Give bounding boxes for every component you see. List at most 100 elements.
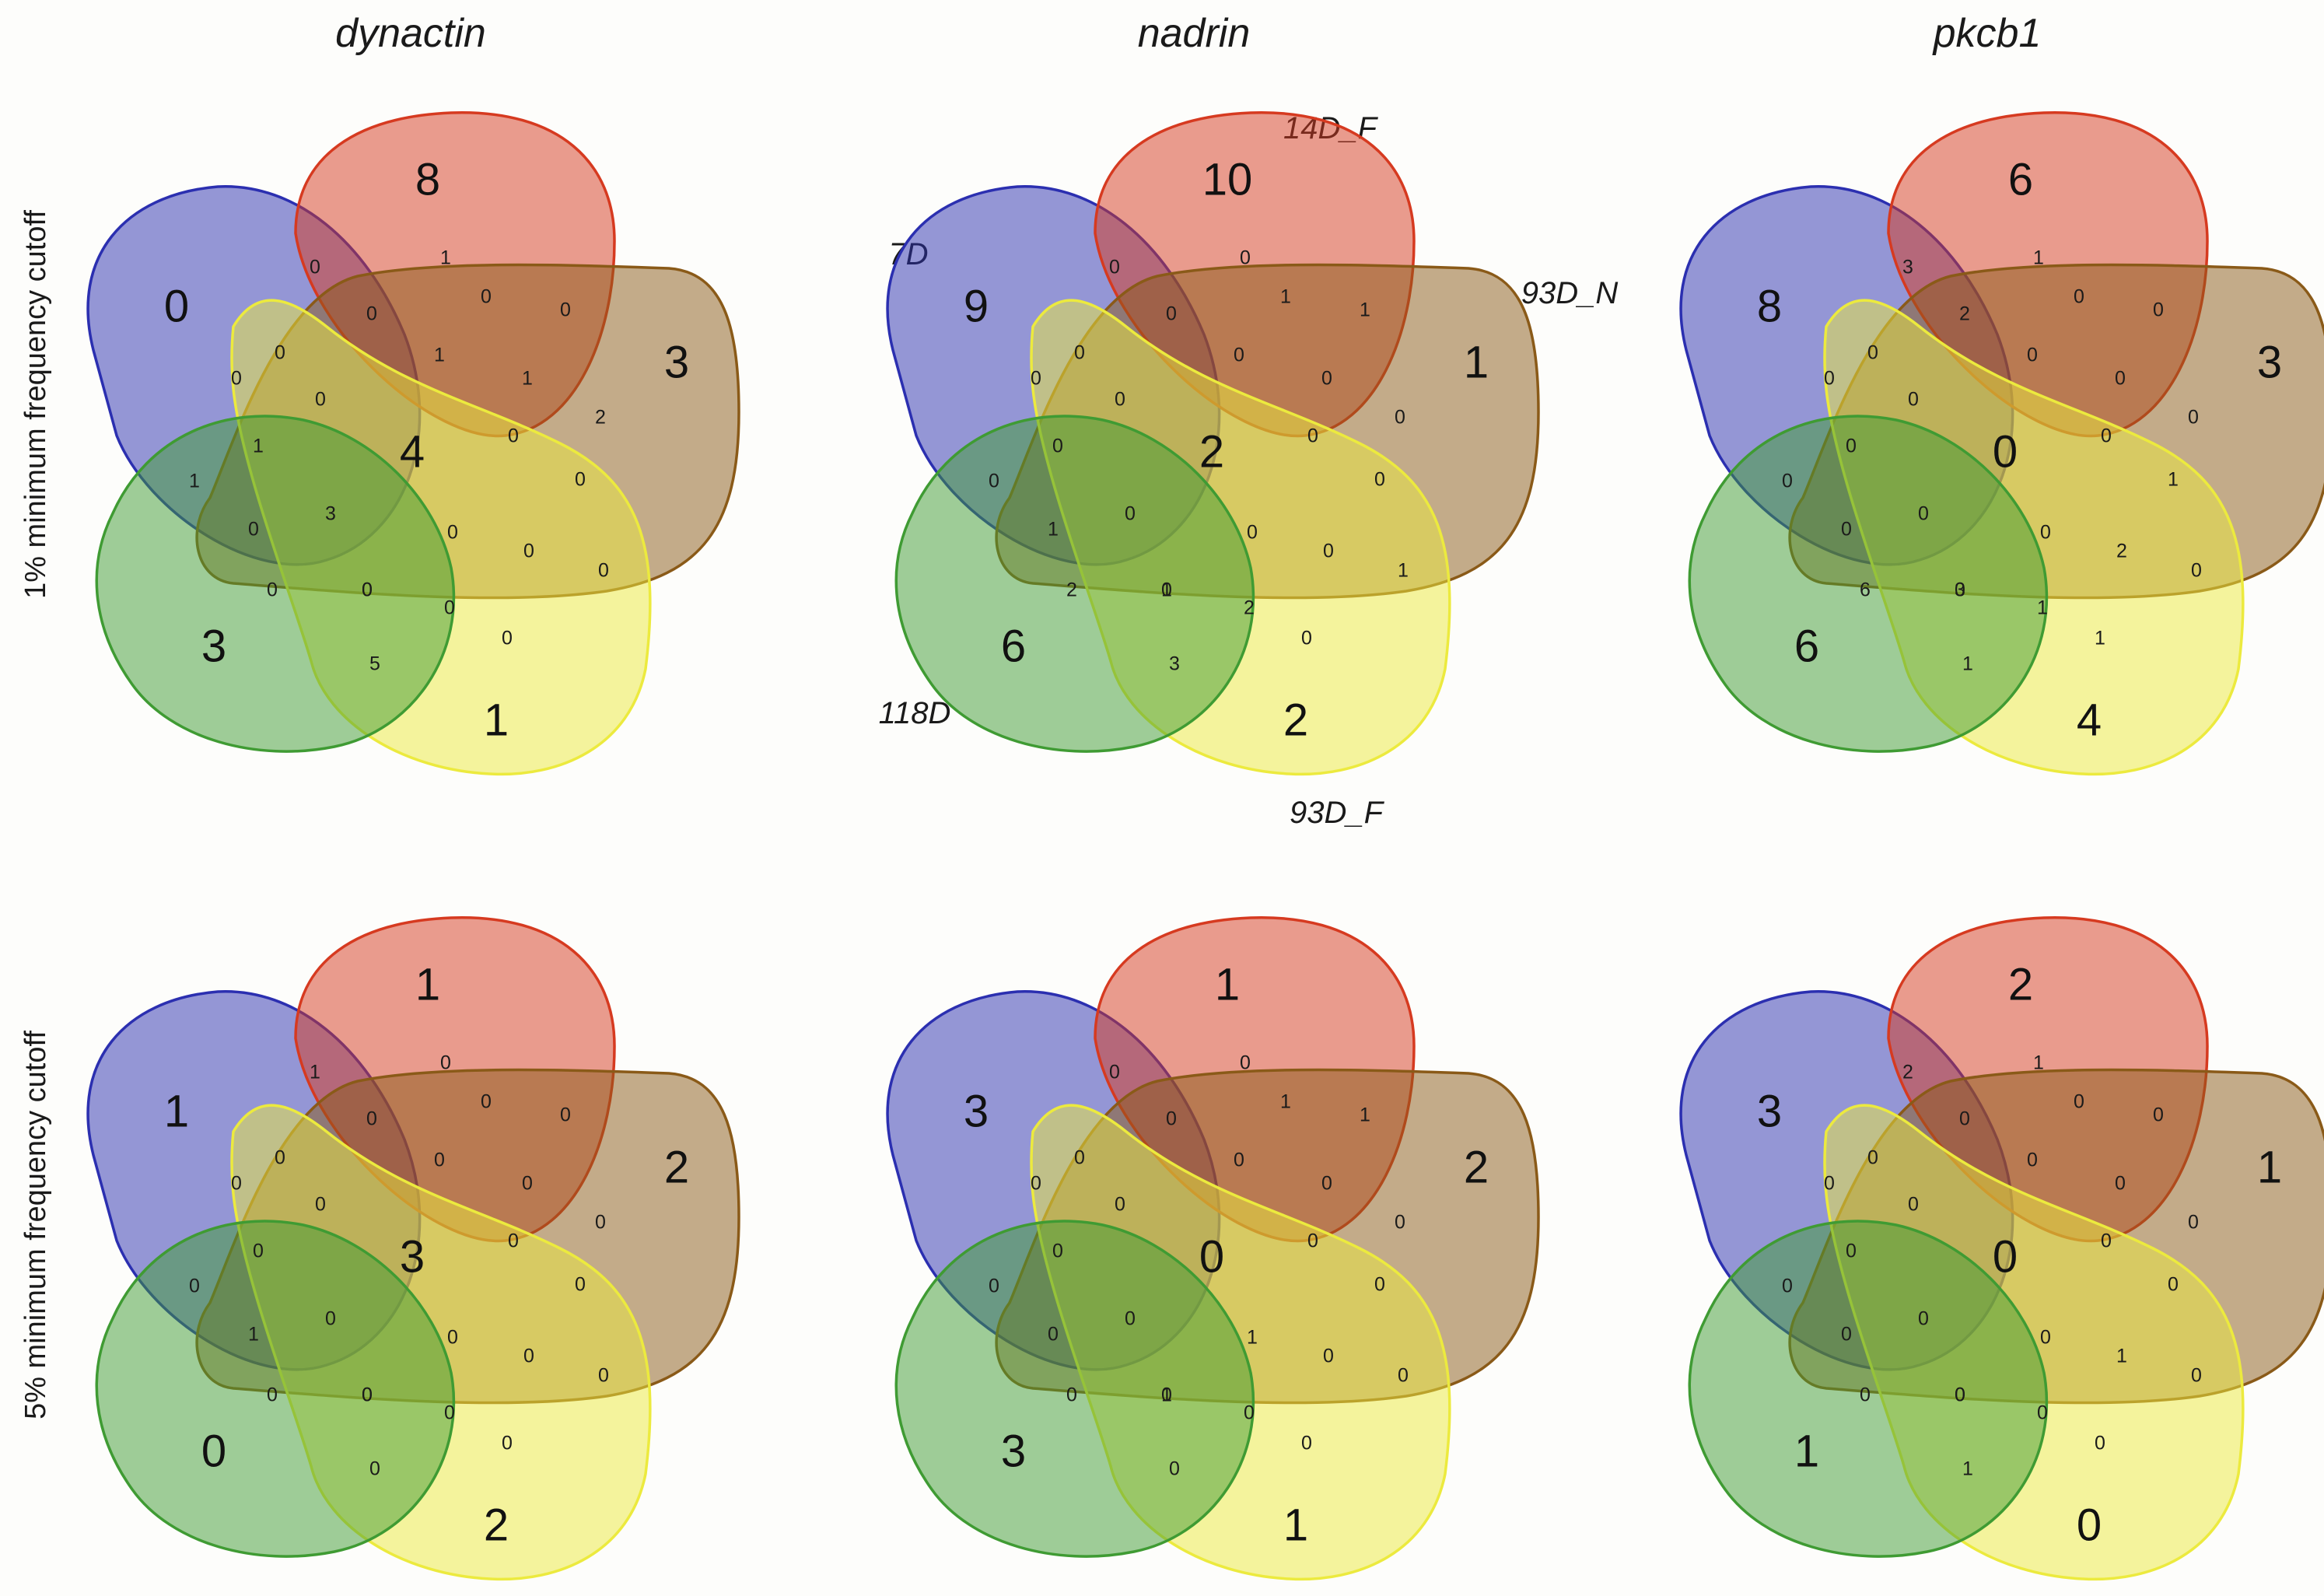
region-count-small: 0 bbox=[1908, 389, 1919, 411]
region-count-small: 0 bbox=[369, 1458, 380, 1480]
region-count-small: 2 bbox=[1244, 597, 1255, 619]
region-count-small: 0 bbox=[598, 560, 609, 582]
petal-green bbox=[894, 415, 1255, 753]
region-count-small: 0 bbox=[447, 522, 458, 544]
region-count-small: 0 bbox=[1109, 1062, 1120, 1083]
region-count-small: 0 bbox=[1867, 1147, 1878, 1169]
region-count-small: 0 bbox=[2115, 1173, 2126, 1195]
region-count-small: 0 bbox=[2095, 1433, 2105, 1454]
region-count-small: 1 bbox=[2033, 247, 2044, 269]
region-count-small: 1 bbox=[440, 247, 451, 269]
region-count-small: 0 bbox=[366, 303, 377, 325]
petal-green bbox=[95, 1220, 456, 1558]
region-count-small: 0 bbox=[1125, 503, 1136, 525]
region-count-small: 0 bbox=[1234, 1150, 1244, 1171]
region-count-small: 0 bbox=[1074, 1147, 1085, 1169]
set-label-93d-f: 93D_F bbox=[1290, 796, 1385, 830]
region-count-small: 1 bbox=[522, 368, 533, 390]
region-count-small: 0 bbox=[1115, 389, 1125, 411]
region-count-large: 1 bbox=[1794, 1426, 1819, 1476]
region-count-small: 0 bbox=[1161, 1384, 1172, 1406]
region-count-small: 0 bbox=[2153, 1104, 2164, 1126]
region-count-small: 0 bbox=[1918, 1308, 1929, 1330]
region-count-large: 0 bbox=[2077, 1500, 2102, 1550]
region-count-small: 0 bbox=[310, 257, 320, 278]
region-count-small: 0 bbox=[1125, 1308, 1136, 1330]
region-count-small: 0 bbox=[560, 1104, 571, 1126]
region-count-small: 0 bbox=[1240, 247, 1251, 269]
region-count-large: 2 bbox=[1199, 426, 1224, 477]
region-count-large: 3 bbox=[2257, 337, 2282, 387]
set-label-93d-n: 93D_N bbox=[1521, 276, 1619, 310]
region-count-large: 6 bbox=[1001, 621, 1026, 671]
region-count-large: 0 bbox=[201, 1426, 226, 1476]
region-count-large: 0 bbox=[1993, 426, 2018, 477]
region-count-small: 0 bbox=[1918, 503, 1929, 525]
region-count-small: 0 bbox=[315, 389, 326, 411]
region-count-small: 0 bbox=[440, 1052, 451, 1074]
region-count-small: 0 bbox=[1860, 1384, 1871, 1406]
region-count-large: 2 bbox=[484, 1500, 509, 1550]
region-count-small: 0 bbox=[248, 519, 259, 541]
region-count-small: 0 bbox=[362, 1384, 373, 1406]
region-count-large: 3 bbox=[201, 621, 226, 671]
region-count-small: 1 bbox=[1398, 560, 1409, 582]
region-count-large: 8 bbox=[415, 154, 440, 205]
region-count-small: 1 bbox=[1360, 299, 1370, 321]
region-count-small: 0 bbox=[1959, 1108, 1970, 1130]
region-count-small: 0 bbox=[1074, 342, 1085, 364]
region-count-small: 1 bbox=[253, 436, 264, 457]
region-count-small: 0 bbox=[1115, 1194, 1125, 1216]
region-count-small: 0 bbox=[1841, 519, 1852, 541]
region-count-small: 1 bbox=[434, 345, 445, 366]
region-count-small: 0 bbox=[989, 471, 999, 492]
region-count-large: 1 bbox=[484, 695, 509, 745]
region-count-small: 0 bbox=[1908, 1194, 1919, 1216]
region-count-large: 4 bbox=[400, 426, 425, 477]
region-count-small: 1 bbox=[1161, 579, 1172, 601]
column-title-pkcb1: pkcb1 bbox=[1932, 11, 2042, 56]
region-count-small: 0 bbox=[2074, 286, 2084, 308]
region-count-small: 0 bbox=[1307, 425, 1318, 447]
region-count-small: 1 bbox=[2033, 1052, 2044, 1074]
region-count-small: 0 bbox=[444, 1402, 455, 1424]
region-count-small: 0 bbox=[1395, 1212, 1405, 1234]
region-count-large: 6 bbox=[2008, 154, 2033, 205]
region-count-small: 1 bbox=[1360, 1104, 1370, 1126]
region-count-small: 0 bbox=[502, 1433, 513, 1454]
region-count-small: 0 bbox=[1955, 1384, 1965, 1406]
region-count-small: 0 bbox=[253, 1241, 264, 1262]
region-count-small: 1 bbox=[2168, 469, 2179, 491]
region-count-small: 0 bbox=[362, 579, 373, 601]
region-count-small: 0 bbox=[481, 1091, 492, 1113]
region-count-small: 0 bbox=[1323, 1346, 1334, 1367]
region-count-small: 0 bbox=[231, 1173, 242, 1195]
region-count-small: 1 bbox=[1247, 1327, 1258, 1349]
region-count-small: 0 bbox=[1782, 471, 1793, 492]
region-count-small: 0 bbox=[189, 1276, 200, 1297]
region-count-small: 0 bbox=[1247, 522, 1258, 544]
region-count-small: 0 bbox=[1161, 579, 1172, 601]
region-count-small: 1 bbox=[1161, 1384, 1172, 1406]
region-count-small: 0 bbox=[522, 1173, 533, 1195]
region-count-small: 2 bbox=[1959, 303, 1970, 325]
region-count-small: 0 bbox=[560, 299, 571, 321]
region-count-small: 0 bbox=[1841, 1324, 1852, 1346]
region-count-small: 0 bbox=[1846, 436, 1857, 457]
region-count-small: 0 bbox=[2027, 1150, 2038, 1171]
region-count-small: 0 bbox=[508, 425, 519, 447]
petal-green bbox=[1688, 415, 2049, 753]
region-count-small: 0 bbox=[325, 1308, 336, 1330]
region-count-small: 0 bbox=[2168, 1274, 2179, 1296]
region-count-small: 0 bbox=[523, 541, 534, 562]
region-count-small: 0 bbox=[989, 1276, 999, 1297]
region-count-small: 0 bbox=[2153, 299, 2164, 321]
petal-green bbox=[894, 1220, 1255, 1558]
region-count-small: 1 bbox=[1962, 653, 1973, 675]
region-count-small: 0 bbox=[275, 342, 285, 364]
region-count-small: 0 bbox=[1824, 368, 1835, 390]
region-count-small: 0 bbox=[1244, 1402, 1255, 1424]
region-count-small: 6 bbox=[1860, 579, 1871, 601]
